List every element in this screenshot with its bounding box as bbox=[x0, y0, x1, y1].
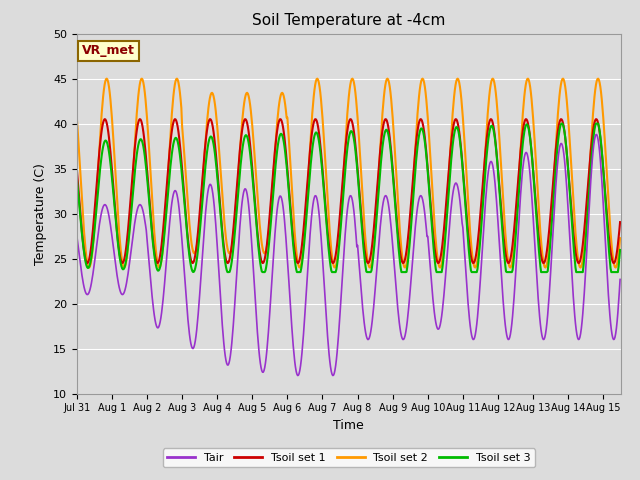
Tair bbox=[149, 300, 157, 306]
Title: Soil Temperature at -4cm: Soil Temperature at -4cm bbox=[252, 13, 445, 28]
Tsoil set 3 bbox=[463, 228, 471, 234]
Tsoil set 3 bbox=[223, 269, 231, 275]
Tsoil set 2 bbox=[103, 76, 111, 82]
Tsoil set 3 bbox=[477, 235, 484, 241]
Tsoil set 1 bbox=[73, 166, 81, 172]
Tsoil set 1 bbox=[100, 116, 108, 122]
Tsoil set 1 bbox=[464, 229, 472, 235]
Line: Tsoil set 1: Tsoil set 1 bbox=[77, 119, 620, 263]
Tsoil set 3 bbox=[557, 120, 565, 126]
Tsoil set 1 bbox=[477, 201, 485, 207]
Tsoil set 3 bbox=[73, 175, 81, 180]
Y-axis label: Temperature (C): Temperature (C) bbox=[35, 163, 47, 264]
Line: Tair: Tair bbox=[77, 134, 620, 375]
Tsoil set 2 bbox=[75, 148, 83, 154]
Tair bbox=[73, 233, 81, 239]
Tsoil set 3 bbox=[326, 257, 333, 263]
Tsoil set 2 bbox=[463, 185, 471, 191]
Tsoil set 2 bbox=[326, 230, 333, 236]
Text: VR_met: VR_met bbox=[82, 44, 135, 58]
Tsoil set 1 bbox=[326, 253, 334, 259]
Tsoil set 1 bbox=[616, 219, 624, 225]
Tsoil set 3 bbox=[149, 240, 157, 245]
Tair bbox=[294, 372, 301, 378]
X-axis label: Time: Time bbox=[333, 419, 364, 432]
Tair bbox=[593, 132, 600, 137]
Tsoil set 2 bbox=[305, 156, 313, 161]
Tsoil set 2 bbox=[616, 235, 624, 241]
Tair bbox=[326, 358, 333, 364]
Line: Tsoil set 2: Tsoil set 2 bbox=[77, 79, 620, 267]
Tair bbox=[463, 290, 471, 296]
Legend: Tair, Tsoil set 1, Tsoil set 2, Tsoil set 3: Tair, Tsoil set 1, Tsoil set 2, Tsoil se… bbox=[163, 448, 535, 467]
Tsoil set 1 bbox=[83, 260, 91, 266]
Tair bbox=[75, 250, 83, 256]
Tsoil set 1 bbox=[150, 249, 158, 254]
Tsoil set 3 bbox=[75, 199, 83, 204]
Tsoil set 3 bbox=[616, 247, 624, 253]
Tsoil set 2 bbox=[150, 219, 157, 225]
Tsoil set 2 bbox=[506, 264, 514, 270]
Tair bbox=[305, 242, 313, 248]
Tsoil set 1 bbox=[306, 147, 314, 153]
Tsoil set 1 bbox=[75, 194, 83, 200]
Line: Tsoil set 3: Tsoil set 3 bbox=[77, 123, 620, 272]
Tsoil set 3 bbox=[305, 177, 313, 183]
Tair bbox=[616, 276, 624, 282]
Tsoil set 2 bbox=[477, 226, 484, 231]
Tsoil set 2 bbox=[73, 115, 81, 120]
Tair bbox=[477, 276, 484, 282]
